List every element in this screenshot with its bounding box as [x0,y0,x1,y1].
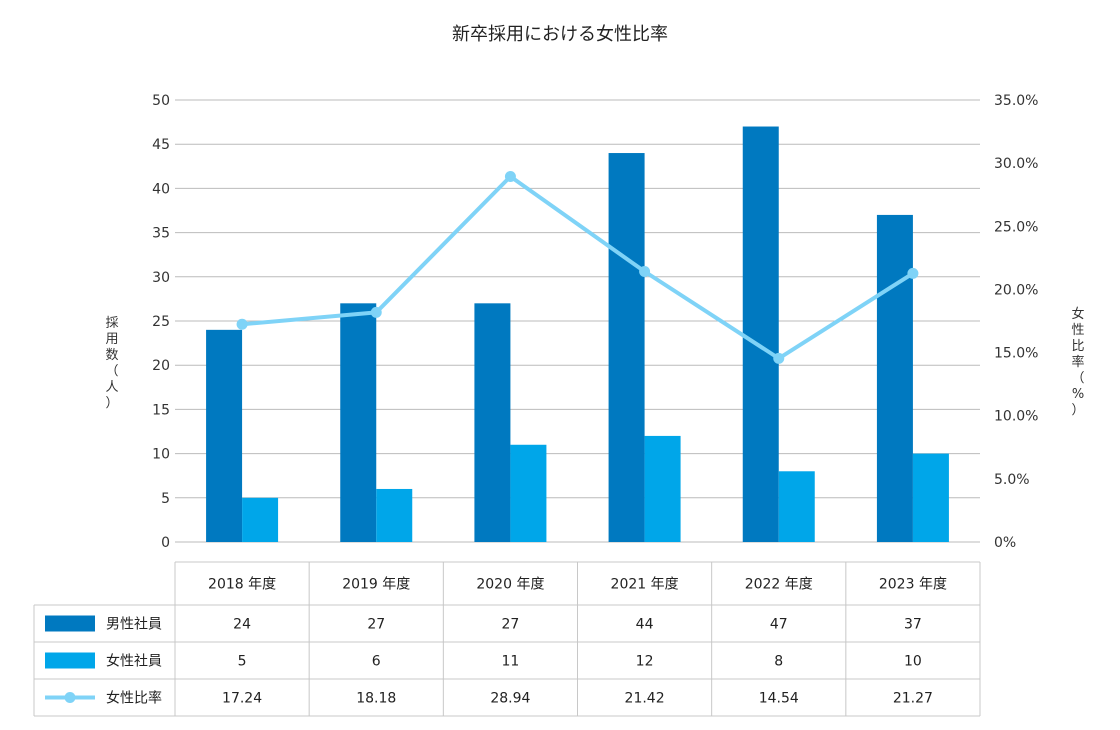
bar-male [206,329,243,542]
data-table: 2018 年度 2019 年度 2020 年度 2021 年度 2022 年度 2023 … [33,561,981,717]
left-tick-label: 15 [152,402,170,418]
left-tick-label: 0 [161,535,170,551]
table-cell: 37 [904,617,922,633]
legend-marker [64,692,76,703]
ratio-line [236,171,919,364]
left-axis-title: 採用数（人） [105,316,118,411]
right-tick-label: 15.0% [994,346,1038,362]
table-cell: 24 [233,617,251,633]
right-tick-label: 10.0% [994,409,1038,425]
table-header-cell: 2019 年度 [342,577,410,593]
left-tick-label: 25 [152,314,170,330]
bar-female [510,444,547,542]
right-tick-label: 0% [994,535,1016,551]
left-tick-label: 35 [152,226,170,242]
table-cell: 18.18 [356,691,396,707]
legend-label: 男性社員 [106,617,162,633]
right-tick-label: 35.0% [994,93,1038,109]
ratio-line-path [240,174,915,361]
left-tick-label: 10 [152,447,170,463]
table-cell: 28.94 [490,691,530,707]
table-cell: 10 [904,654,922,670]
table-cell: 21.42 [625,691,665,707]
bar-male [876,214,913,543]
left-tick-label: 40 [152,181,170,197]
bar-female [912,453,949,542]
right-tick-label: 5.0% [994,472,1030,488]
table-header-cell: 2021 年度 [611,577,679,593]
table-header-cell: 2020 年度 [476,577,544,593]
bar-female [644,435,681,542]
table-header-cell: 2018 年度 [208,577,276,593]
table-cell: 27 [502,617,520,633]
chart-title: 新卒採用における女性比率 [452,24,668,45]
legend-label: 女性比率 [106,690,162,707]
bar-male [742,126,779,543]
ratio-point [639,265,651,277]
ratio-point [370,306,382,318]
ratio-point [907,267,919,279]
left-tick-label: 20 [152,358,170,374]
legend-label: 女性社員 [106,653,162,670]
table-cell: 8 [774,654,783,670]
table-cell: 11 [502,654,520,670]
table-cell: 27 [367,617,385,633]
table-cell: 44 [636,617,654,633]
y-axis-title: 採用数（人） [105,316,118,411]
gridlines [175,99,980,543]
left-axis-ticks: 0 5 10 15 20 25 30 35 40 45 50 [152,93,170,551]
table-cell: 17.24 [222,691,262,707]
table-cell: 47 [770,617,788,633]
left-tick-label: 45 [152,137,170,153]
right-tick-label: 30.0% [994,156,1038,172]
bar-female [242,497,279,542]
ratio-point [504,171,516,183]
legend-swatch [45,615,95,632]
bar-female [778,471,815,542]
bar-male [474,303,511,542]
table-header-cell: 2022 年度 [745,577,813,593]
left-tick-label: 30 [152,270,170,286]
bars [206,126,949,543]
left-tick-label: 5 [161,491,170,507]
y2-axis-title: 女性比率（%） [1071,306,1084,418]
table-cell: 6 [372,654,381,670]
bar-male [608,153,645,543]
table-cell: 14.54 [759,691,799,707]
ratio-point [773,352,785,364]
table-header-cell: 2023 年度 [879,577,947,593]
bar-male [340,303,377,542]
ratio-point [236,318,248,330]
legend-swatch [45,652,95,669]
left-tick-label: 50 [152,93,170,109]
right-tick-label: 20.0% [994,282,1038,298]
bar-female [376,488,413,542]
right-tick-label: 25.0% [994,219,1038,235]
right-axis-ticks: 0% 5.0% 10.0% 15.0% 20.0% 25.0% 30.0% 35.0% [994,93,1038,551]
table-cell: 12 [636,654,654,670]
right-axis-title: 女性比率（%） [1071,306,1084,418]
table-cell: 5 [238,654,247,670]
table-cell: 21.27 [893,691,933,707]
